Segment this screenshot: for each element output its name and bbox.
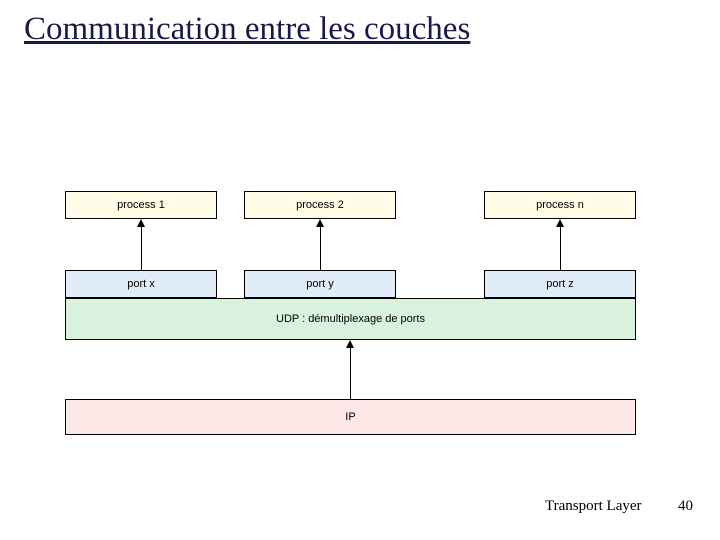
arrow-head-3 [556,219,564,227]
process-box-n: process n [484,191,636,219]
arrow-line-ip [350,348,351,399]
page-number: 40 [678,498,693,515]
port-label-y: port y [306,278,334,290]
process-label-2: process 2 [296,199,344,211]
arrow-line-2 [320,227,321,270]
slide-title: Communication entre les couches [24,10,470,50]
process-box-1: process 1 [65,191,217,219]
ip-layer: IP [65,399,636,435]
footer-label: Transport Layer [545,498,642,515]
arrow-head-1 [137,219,145,227]
arrow-head-2 [316,219,324,227]
process-label-n: process n [536,199,584,211]
port-box-x: port x [65,270,217,298]
port-box-z: port z [484,270,636,298]
udp-layer: UDP : démultiplexage de ports [65,298,636,340]
process-box-2: process 2 [244,191,396,219]
port-label-z: port z [546,278,574,290]
udp-label: UDP : démultiplexage de ports [276,313,425,325]
arrow-head-ip [346,340,354,348]
port-label-x: port x [127,278,155,290]
port-box-y: port y [244,270,396,298]
arrow-line-3 [560,227,561,270]
process-label-1: process 1 [117,199,165,211]
arrow-line-1 [141,227,142,270]
ip-label: IP [345,411,355,423]
